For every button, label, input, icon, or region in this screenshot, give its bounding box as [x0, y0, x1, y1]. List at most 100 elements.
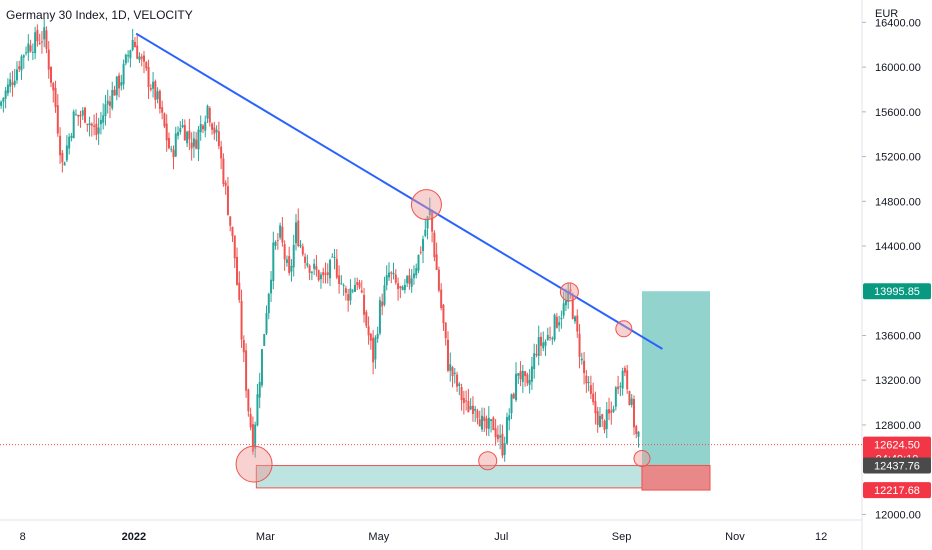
candle-body: [369, 333, 372, 341]
candle: [188, 118, 191, 151]
price-badge: [863, 457, 931, 474]
candle-body: [308, 265, 311, 273]
candle-body: [22, 55, 25, 58]
candle-body: [574, 316, 577, 322]
candle: [104, 95, 107, 126]
candle-body: [378, 300, 381, 334]
candle: [360, 280, 363, 294]
candle: [115, 76, 118, 101]
candle: [628, 390, 631, 406]
candle-body: [446, 339, 449, 371]
candle: [138, 52, 141, 64]
candle: [460, 383, 463, 411]
candle: [208, 106, 211, 127]
candle: [471, 396, 474, 422]
candle: [47, 41, 50, 79]
candle: [349, 279, 352, 305]
candle-body: [626, 370, 629, 390]
candle: [297, 208, 300, 248]
candle-body: [408, 275, 411, 284]
candle: [383, 276, 386, 307]
highlight-circle: [633, 449, 651, 467]
candle: [317, 269, 320, 282]
candle-body: [351, 290, 354, 292]
candle: [183, 119, 186, 141]
candle-body: [490, 419, 493, 421]
candle: [372, 329, 375, 375]
candle: [229, 216, 232, 232]
candle-body: [217, 131, 220, 147]
candle-body: [374, 337, 377, 360]
candle-body: [596, 411, 599, 425]
candle-body: [292, 244, 295, 268]
candle: [108, 95, 111, 119]
candle: [274, 240, 277, 250]
candle: [517, 373, 520, 385]
candle: [118, 72, 121, 98]
candle-body: [310, 271, 313, 273]
candle-body: [272, 242, 275, 282]
candle: [367, 316, 370, 345]
candle: [560, 310, 563, 329]
x-tick-label: Mar: [256, 531, 275, 543]
stop-zone: [641, 464, 711, 491]
candle-body: [571, 294, 574, 319]
candle-body: [74, 114, 77, 116]
candle-body: [40, 41, 43, 43]
y-tick-label: 14400.00: [875, 241, 921, 253]
candle: [170, 145, 173, 153]
candle: [249, 407, 252, 431]
y-tick-label: 15200.00: [875, 152, 921, 164]
candle: [122, 59, 125, 90]
candle-body: [179, 128, 182, 133]
candle-body: [90, 123, 93, 126]
candle-body: [553, 314, 556, 340]
candle-body: [192, 138, 195, 147]
candle: [4, 86, 7, 109]
candle-body: [340, 283, 343, 285]
candle: [265, 305, 268, 336]
candle: [603, 419, 606, 434]
candle-body: [383, 285, 386, 305]
candle: [442, 303, 445, 332]
candle: [172, 145, 175, 170]
candle: [163, 112, 166, 129]
candle-body: [562, 303, 565, 316]
candle: [549, 326, 552, 341]
candle-body: [301, 246, 304, 255]
candle-body: [197, 129, 200, 150]
candle-body: [403, 284, 406, 290]
candle-body: [326, 272, 329, 275]
candle-body: [251, 424, 254, 452]
candle: [344, 285, 347, 301]
candle: [512, 392, 515, 400]
candle: [224, 180, 227, 195]
candle-body: [397, 283, 400, 290]
candle-body: [201, 125, 204, 130]
candle: [120, 74, 123, 91]
candle-body: [494, 428, 497, 438]
candle-body: [247, 389, 250, 412]
candle-body: [344, 288, 347, 293]
candle-body: [186, 131, 189, 144]
candle-body: [220, 146, 223, 159]
candle-body: [86, 123, 89, 125]
candle: [415, 263, 418, 279]
candle: [95, 112, 98, 141]
candle-body: [594, 401, 597, 414]
candle: [378, 296, 381, 336]
candle: [401, 285, 404, 291]
candle-body: [97, 127, 100, 134]
candle-body: [546, 334, 549, 341]
candle-body: [215, 129, 218, 133]
candle-body: [465, 400, 468, 402]
candle: [43, 17, 46, 48]
candle-body: [213, 127, 216, 134]
candle: [322, 267, 325, 284]
candle-body: [617, 386, 620, 389]
candle-body: [558, 322, 561, 326]
candle: [158, 89, 161, 114]
candle: [251, 416, 254, 455]
candle-body: [501, 433, 504, 456]
